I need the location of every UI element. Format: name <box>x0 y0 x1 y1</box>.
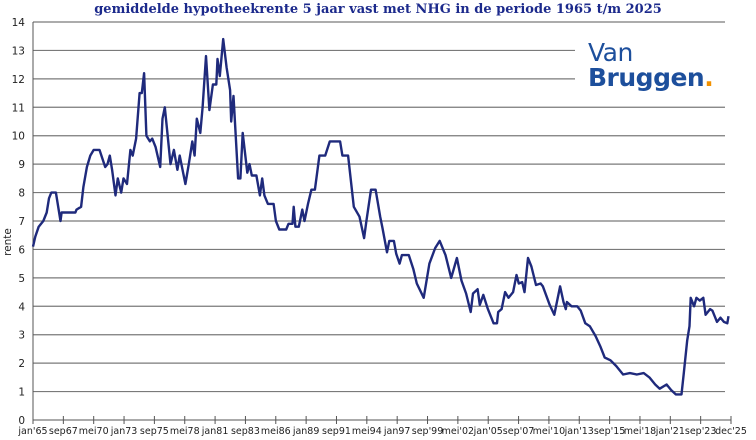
x-tick-label: jan73 <box>110 426 138 437</box>
x-tick-label: jan'13 <box>564 426 594 437</box>
logo-dot: . <box>704 63 714 92</box>
x-tick-label: sep75 <box>140 426 169 437</box>
x-tick-label: mei'18 <box>624 426 656 437</box>
gridlines <box>33 21 725 393</box>
x-tick-label: jan81 <box>201 426 229 437</box>
y-tick-label: 3 <box>18 330 25 342</box>
x-tick-label: jan89 <box>292 426 320 437</box>
y-tick-label: 4 <box>18 301 25 313</box>
x-tick-label: jan'21 <box>655 426 685 437</box>
chart-title: gemiddelde hypotheekrente 5 jaar vast me… <box>94 2 662 17</box>
y-tick-label: 9 <box>18 159 25 171</box>
x-tick-label: sep'07 <box>503 426 535 437</box>
x-tick-label: mei86 <box>261 426 291 437</box>
y-axis-label: rente <box>2 228 14 256</box>
series-line <box>31 37 730 396</box>
x-tick-label: jan97 <box>383 426 411 437</box>
x-tick-label: sep83 <box>231 426 260 437</box>
x-tick-label: jan'65 <box>17 426 47 437</box>
y-tick-label: 13 <box>12 45 25 57</box>
logo-line1: Van <box>588 38 633 67</box>
x-tick-label: mei70 <box>79 426 109 437</box>
y-tick-label: 1 <box>18 387 25 399</box>
x-tick-label: mei'10 <box>533 426 565 437</box>
logo-line2: Bruggen <box>588 63 705 92</box>
y-tick-label: 14 <box>12 17 26 29</box>
y-tick-label: 6 <box>18 244 25 256</box>
x-tick-label: sep'23 <box>685 426 717 437</box>
y-tick-label: 8 <box>18 188 25 200</box>
y-tick-label: 5 <box>18 273 25 285</box>
y-tick-label: 2 <box>18 358 25 370</box>
y-tick-label: 7 <box>18 216 25 228</box>
y-tick-label: 12 <box>12 74 25 86</box>
x-tick-label: sep91 <box>322 426 351 437</box>
x-tick-label: dec'25 <box>715 426 747 437</box>
y-tick-label: 0 <box>18 415 25 427</box>
y-tick-label: 10 <box>12 131 25 143</box>
x-tick-label: jan'05 <box>473 426 503 437</box>
x-tick-label: sep'99 <box>412 426 444 437</box>
van-bruggen-logo: Van Bruggen. <box>588 38 714 92</box>
x-tick-label: sep'15 <box>594 426 626 437</box>
y-tick-label: 11 <box>12 102 25 114</box>
x-tick-label: sep67 <box>49 426 78 437</box>
x-tick-labels: jan'65 sep67 mei70 jan73 sep75 mei78 jan81 sep8… <box>17 416 747 437</box>
x-tick-label: mei78 <box>170 426 200 437</box>
x-tick-label: mei94 <box>352 426 382 437</box>
x-tick-label: mei'02 <box>442 426 474 437</box>
